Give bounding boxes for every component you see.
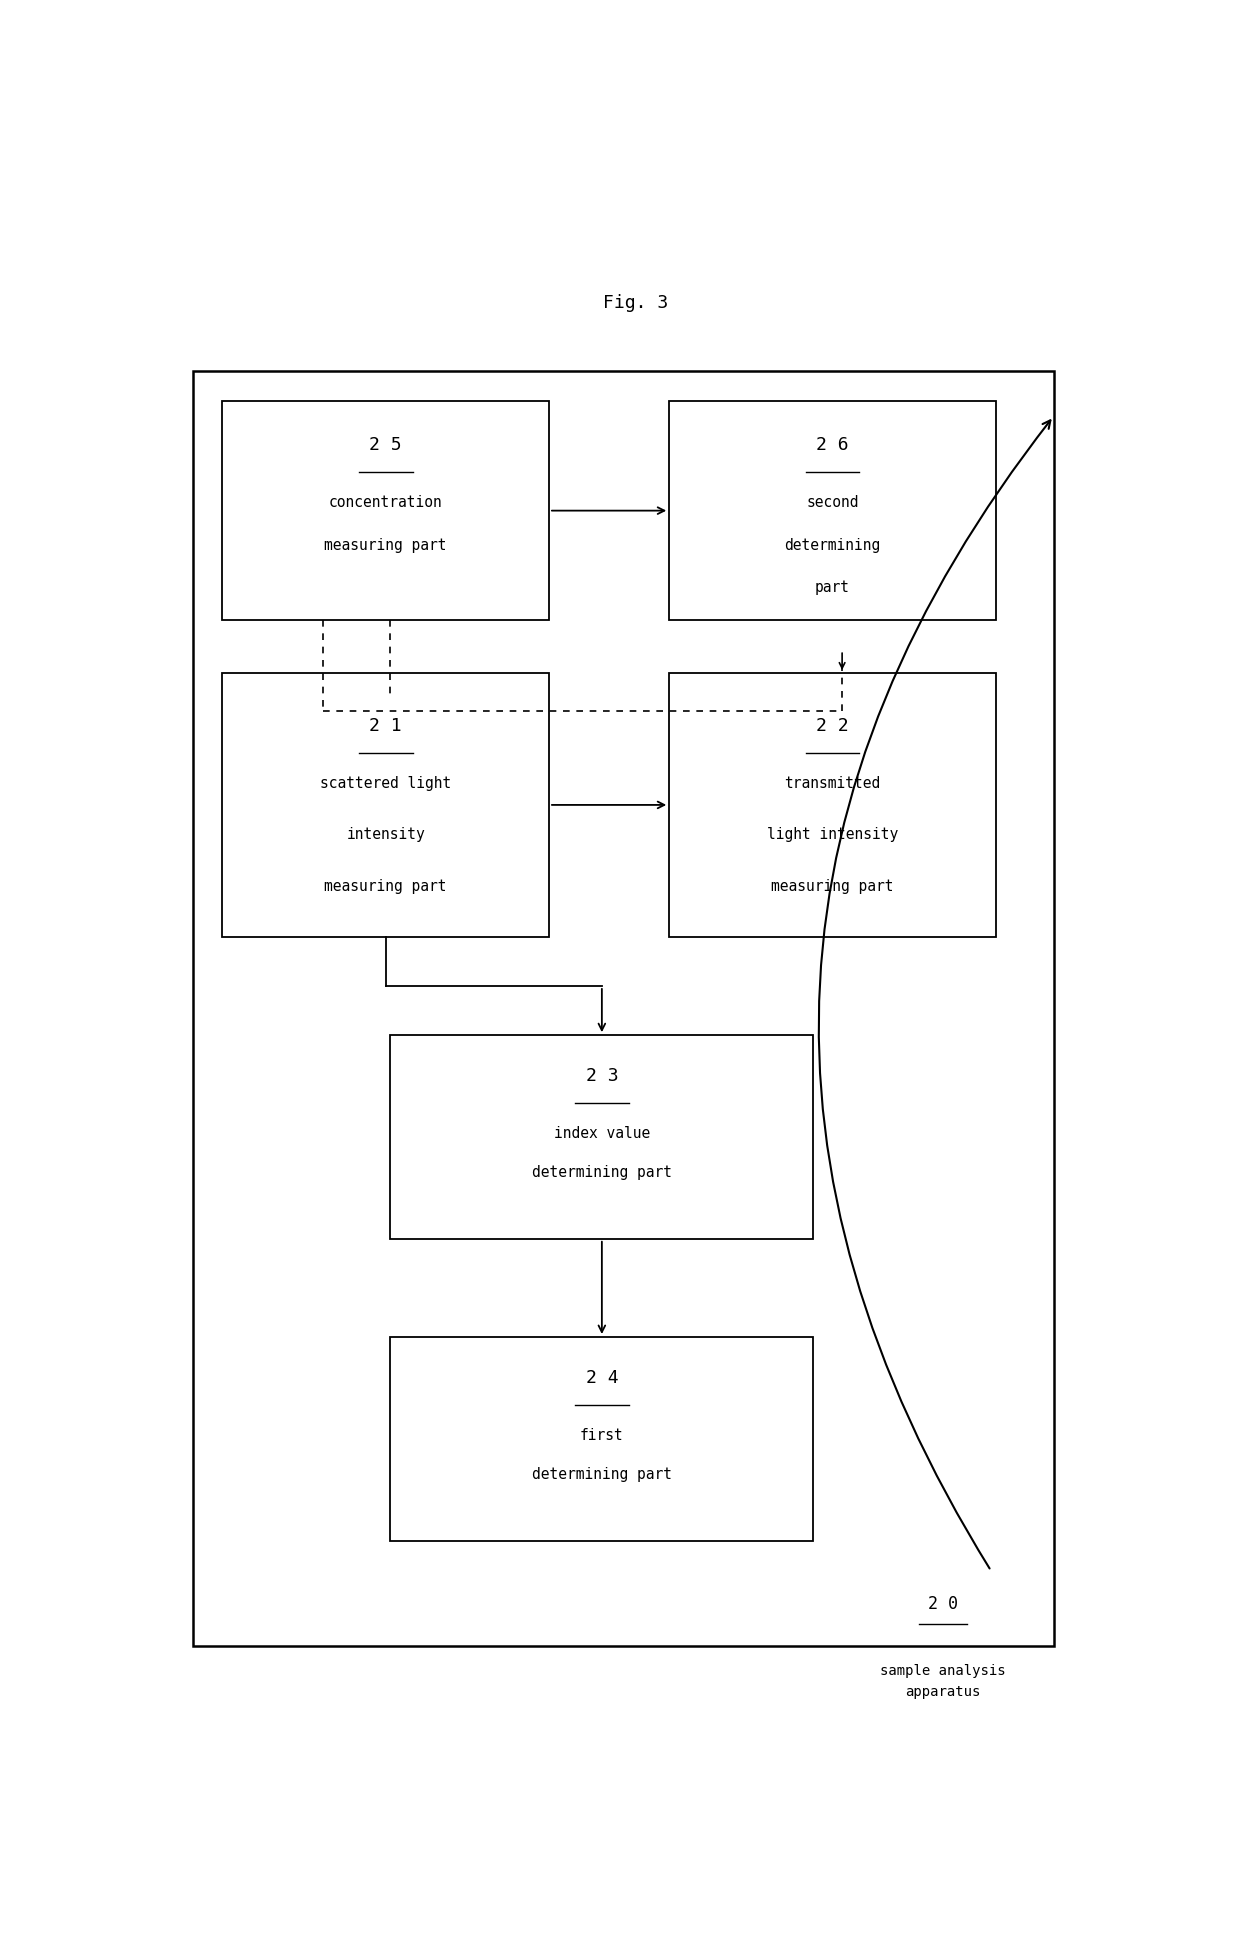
Text: sample analysis
apparatus: sample analysis apparatus — [880, 1664, 1006, 1699]
Text: scattered light: scattered light — [320, 776, 451, 790]
Bar — [391, 1035, 813, 1239]
Text: 2 0: 2 0 — [928, 1595, 959, 1613]
Text: 2 2: 2 2 — [816, 717, 849, 735]
Bar — [391, 1337, 813, 1541]
Text: determining part: determining part — [532, 1166, 672, 1180]
Text: measuring part: measuring part — [771, 878, 894, 894]
Text: determining part: determining part — [532, 1468, 672, 1482]
Bar — [222, 402, 549, 619]
Text: intensity: intensity — [346, 827, 425, 843]
Bar — [670, 672, 996, 937]
Text: concentration: concentration — [329, 494, 443, 510]
Text: 2 5: 2 5 — [370, 435, 402, 455]
Text: 2 3: 2 3 — [585, 1066, 619, 1084]
Text: first: first — [580, 1427, 624, 1443]
Bar — [222, 672, 549, 937]
Text: light intensity: light intensity — [766, 827, 898, 843]
Bar — [670, 402, 996, 619]
Text: 2 6: 2 6 — [816, 435, 849, 455]
Text: part: part — [815, 580, 849, 596]
Text: index value: index value — [554, 1125, 650, 1141]
Text: measuring part: measuring part — [325, 878, 446, 894]
Text: measuring part: measuring part — [325, 537, 446, 553]
Text: transmitted: transmitted — [785, 776, 880, 790]
Text: second: second — [806, 494, 859, 510]
Bar — [193, 370, 1054, 1646]
Text: Fig. 3: Fig. 3 — [603, 294, 668, 312]
Text: 2 4: 2 4 — [585, 1368, 619, 1386]
Text: determining: determining — [785, 537, 880, 553]
Text: 2 1: 2 1 — [370, 717, 402, 735]
